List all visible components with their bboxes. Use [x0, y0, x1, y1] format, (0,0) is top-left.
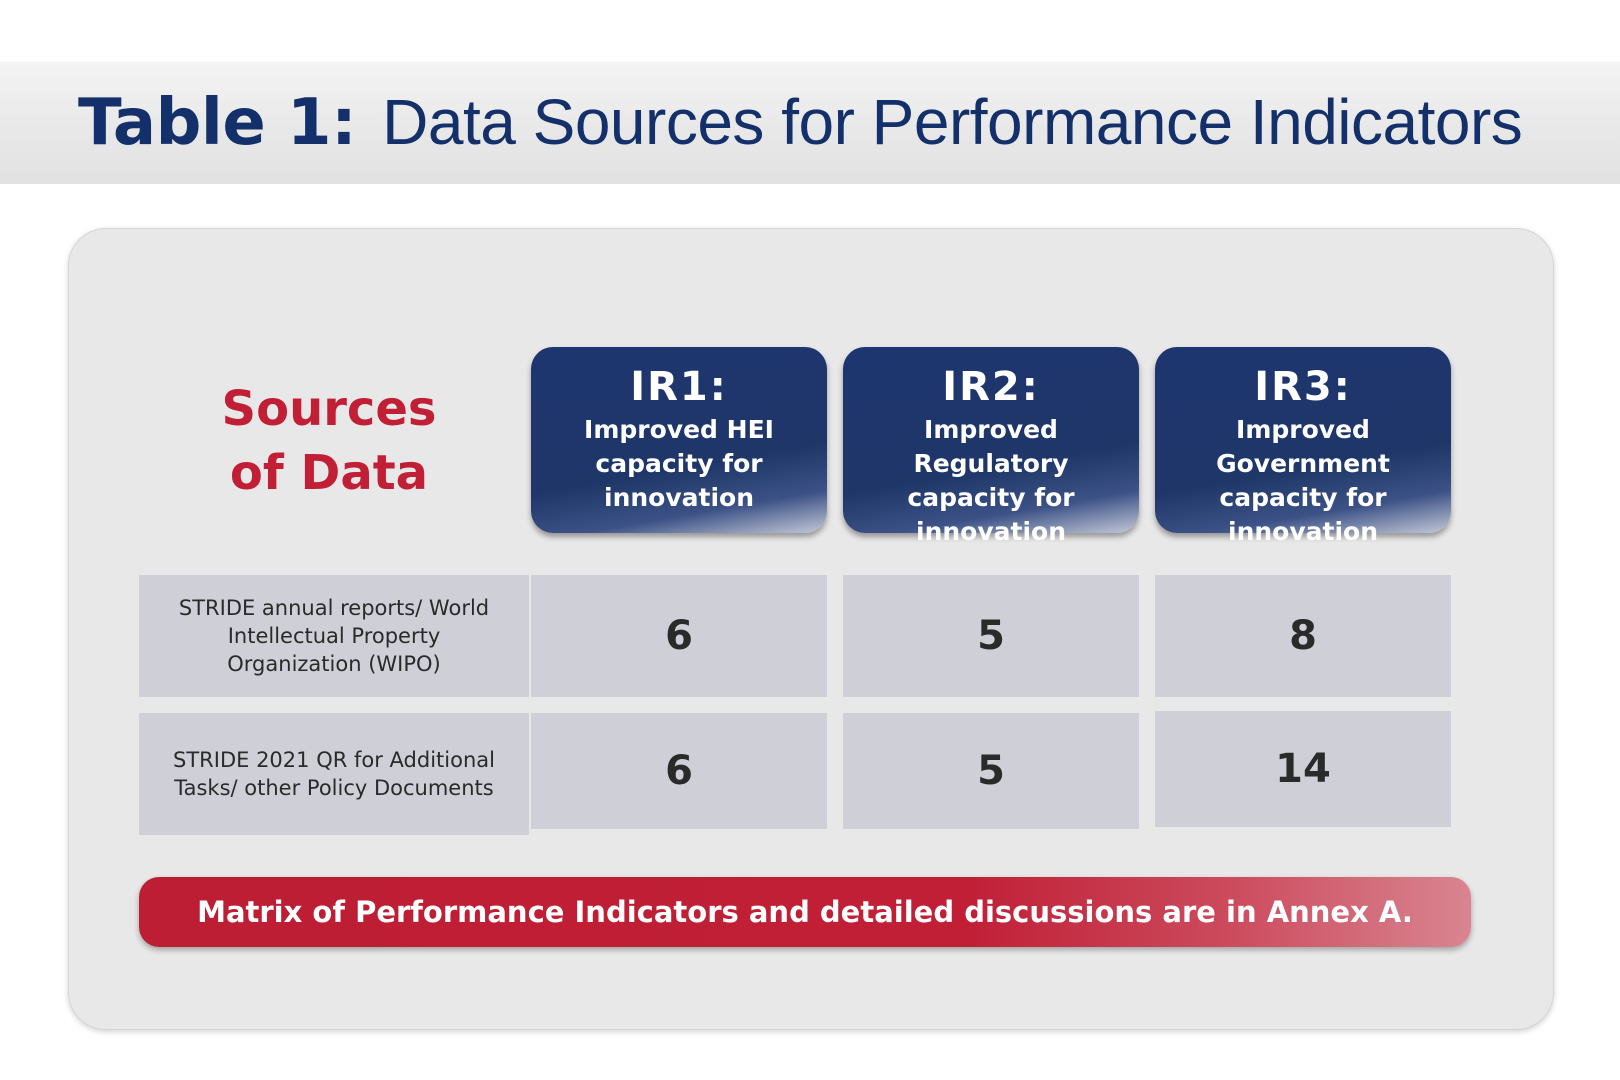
column-header-ir2: IR2: Improved Regulatory capacity for in…	[843, 347, 1139, 546]
sources-heading-line-2: of Data	[229, 445, 429, 501]
title-text: Data Sources for Performance Indicators	[382, 86, 1523, 158]
ir3-code: IR3:	[1254, 364, 1352, 410]
title-band	[0, 62, 1620, 184]
column-header-ir1: IR1: Improved HEI capacity for innovatio…	[531, 347, 827, 533]
ir2-code: IR2:	[942, 364, 1040, 410]
sources-heading-line-1: Sources	[221, 381, 437, 437]
row-1-ir1-value: 6	[531, 575, 827, 697]
title-lead: Table 1:	[78, 86, 357, 160]
row-2-source: STRIDE 2021 QR for Additional Tasks/ oth…	[139, 713, 529, 835]
column-header-ir3: IR3: Improved Government capacity for in…	[1155, 347, 1451, 546]
row-1-source: STRIDE annual reports/ World Intellectua…	[139, 575, 529, 697]
row-1-ir2-value: 5	[843, 575, 1139, 697]
ir2-description: Improved Regulatory capacity for innovat…	[907, 415, 1075, 546]
sources-of-data-heading: Sources of Data	[69, 377, 589, 505]
annex-note-banner: Matrix of Performance Indicators and det…	[139, 877, 1471, 947]
row-2-ir1-value: 6	[531, 713, 827, 829]
row-1-ir3-value: 8	[1155, 575, 1451, 697]
table-card: Sources of Data IR1: Improved HEI capaci…	[68, 228, 1554, 1030]
page-title: Table 1: Data Sources for Performance Ind…	[78, 82, 1523, 163]
ir3-description: Improved Government capacity for innovat…	[1216, 415, 1390, 546]
row-2-ir3-value: 14	[1155, 711, 1451, 827]
ir1-code: IR1:	[630, 364, 728, 410]
ir1-description: Improved HEI capacity for innovation	[584, 415, 774, 512]
row-2-ir2-value: 5	[843, 713, 1139, 829]
